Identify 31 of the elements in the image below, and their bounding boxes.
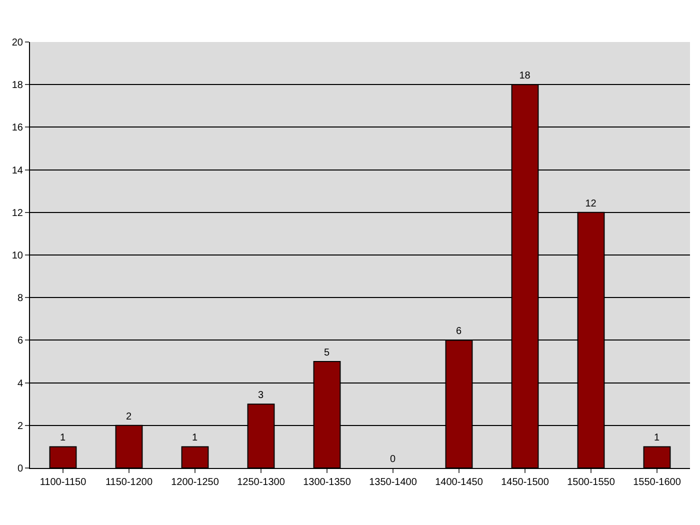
y-tick-label: 8 xyxy=(17,293,24,304)
data-label: 12 xyxy=(585,198,597,210)
data-label: 1 xyxy=(654,432,660,444)
y-tick-label: 10 xyxy=(12,250,24,262)
data-label: 6 xyxy=(456,326,462,338)
x-tick-label: 1250-1300 xyxy=(237,477,286,488)
y-tick-label: 0 xyxy=(17,464,24,474)
y-tick-label: 2 xyxy=(17,420,24,432)
x-tick-label: 1150-1200 xyxy=(105,477,153,488)
y-tick-label: 20 xyxy=(12,38,24,48)
y-tick-label: 6 xyxy=(17,336,24,347)
x-tick-label: 1200-1250 xyxy=(171,477,220,488)
y-tick-label: 16 xyxy=(12,122,24,134)
x-tick-label: 1550-1600 xyxy=(633,477,682,488)
data-label: 5 xyxy=(324,348,330,358)
data-label: 3 xyxy=(258,390,264,402)
x-tick-label: 1450-1500 xyxy=(501,477,550,488)
data-label: 1 xyxy=(192,432,198,444)
y-tick-label: 4 xyxy=(17,378,24,390)
x-tick-label: 1300-1350 xyxy=(303,477,352,488)
x-tick-label: 1100-1150 xyxy=(40,477,87,488)
x-tick-label: 1400-1450 xyxy=(435,477,484,488)
y-tick-label: 18 xyxy=(12,80,24,92)
x-tick-label: 1350-1400 xyxy=(369,477,418,488)
data-label: 0 xyxy=(390,454,396,465)
data-label: 2 xyxy=(126,411,132,422)
data-label: 1 xyxy=(60,432,66,444)
data-label: 18 xyxy=(519,70,531,82)
y-tick-label: 12 xyxy=(12,208,24,219)
y-tick-label: 14 xyxy=(12,165,24,176)
x-tick-label: 1500-1550 xyxy=(567,477,616,488)
